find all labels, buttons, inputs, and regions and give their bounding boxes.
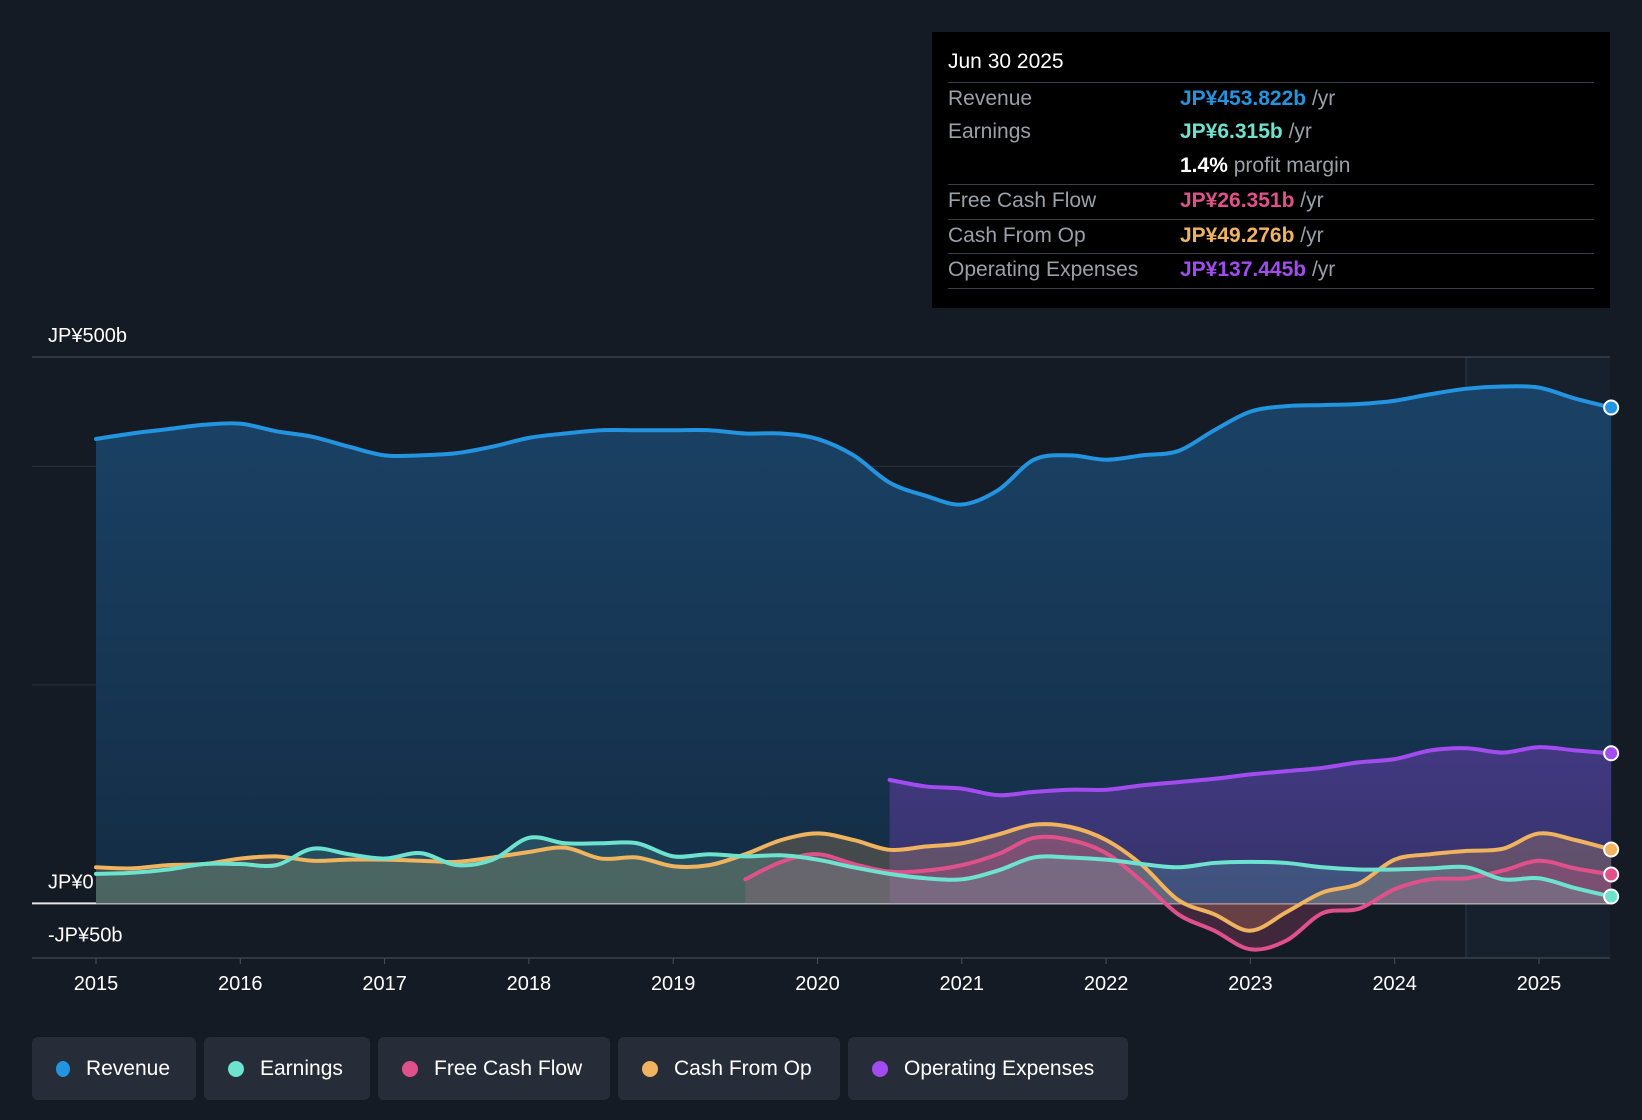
cash-from-op-line (94, 822, 1614, 933)
legend-earnings[interactable]: Earnings (204, 1037, 370, 1100)
legend-label: Operating Expenses (904, 1056, 1095, 1080)
tooltip-value: JP¥6.315b /yr (1180, 120, 1312, 143)
legend-label: Cash From Op (674, 1056, 812, 1080)
legend-revenue[interactable]: Revenue (32, 1037, 196, 1100)
tooltip-label: Revenue (948, 87, 1033, 110)
x-tick-label: 2017 (362, 973, 407, 995)
y-axis-label: JP¥500b (48, 325, 127, 347)
x-tick-label: 2023 (1228, 973, 1273, 995)
earnings-line (94, 835, 1614, 899)
x-tick-label: 2025 (1517, 973, 1562, 995)
revenue-line (94, 384, 1614, 507)
tooltip-row-earnings: Earnings JP¥6.315b /yr 1.4% profit margi… (948, 116, 1594, 184)
legend-operating-expenses[interactable]: Operating Expenses (848, 1037, 1128, 1100)
tooltip-label: Cash From Op (948, 224, 1086, 247)
tooltip-label: Free Cash Flow (948, 189, 1097, 212)
tooltip-label: Operating Expenses (948, 258, 1139, 281)
x-tick-label: 2021 (940, 973, 985, 995)
x-tick-label: 2016 (218, 973, 263, 995)
legend-free-cash-flow[interactable]: Free Cash Flow (378, 1037, 610, 1100)
tooltip-label: Earnings (948, 120, 1031, 143)
tooltip-value: JP¥26.351b /yr (1180, 189, 1324, 212)
y-axis-label: -JP¥50b (48, 924, 123, 946)
operating-expenses-end-marker (1603, 745, 1620, 762)
operating-expenses-area (889, 747, 1612, 904)
revenue-area (96, 386, 1612, 904)
tooltip-row-revenue: Revenue JP¥453.822b /yr (948, 82, 1594, 117)
tooltip-row-opex: Operating Expenses JP¥137.445b /yr (948, 253, 1594, 289)
tooltip-value: JP¥137.445b /yr (1180, 258, 1336, 281)
free-cash-flow-area (745, 836, 1612, 950)
x-tick-label: 2019 (651, 973, 696, 995)
tooltip-row-fcf: Free Cash Flow JP¥26.351b /yr (948, 184, 1594, 219)
legend-label: Free Cash Flow (434, 1056, 583, 1080)
revenue-end-marker (1603, 399, 1620, 416)
x-tick-label: 2020 (795, 973, 840, 995)
tooltip-row-cfo: Cash From Op JP¥49.276b /yr (948, 219, 1594, 254)
free-cash-flow-line (743, 834, 1614, 952)
cash-from-op-area (96, 824, 1612, 931)
cash-from-op-end-marker (1603, 841, 1620, 858)
legend-cash-from-op[interactable]: Cash From Op (618, 1037, 840, 1100)
legend-label: Earnings (260, 1056, 343, 1080)
legend-dot-icon (228, 1060, 244, 1077)
x-tick-label: 2015 (74, 973, 119, 995)
legend-dot-icon (56, 1060, 70, 1077)
tooltip-profit-margin: 1.4% profit margin (1180, 154, 1351, 177)
operating-expenses-line (887, 745, 1614, 798)
x-tick-label: 2022 (1084, 973, 1129, 995)
legend-label: Revenue (85, 1056, 170, 1080)
tooltip-value: JP¥49.276b /yr (1180, 224, 1324, 247)
x-tick-label: 2024 (1372, 973, 1417, 995)
earnings-area (96, 837, 1612, 904)
legend-dot-icon (402, 1060, 418, 1077)
legend-dot-icon (872, 1060, 888, 1077)
tooltip-value: JP¥453.822b /yr (1180, 87, 1336, 110)
legend-dot-icon (642, 1060, 658, 1077)
free-cash-flow-end-marker (1603, 866, 1620, 883)
x-tick-label: 2018 (507, 973, 552, 995)
tooltip-date: Jun 30 2025 (948, 50, 1064, 73)
y-axis-label: JP¥0 (48, 871, 94, 893)
earnings-end-marker (1603, 888, 1620, 905)
tooltip: Jun 30 2025 Revenue JP¥453.822b /yr Earn… (932, 32, 1610, 308)
